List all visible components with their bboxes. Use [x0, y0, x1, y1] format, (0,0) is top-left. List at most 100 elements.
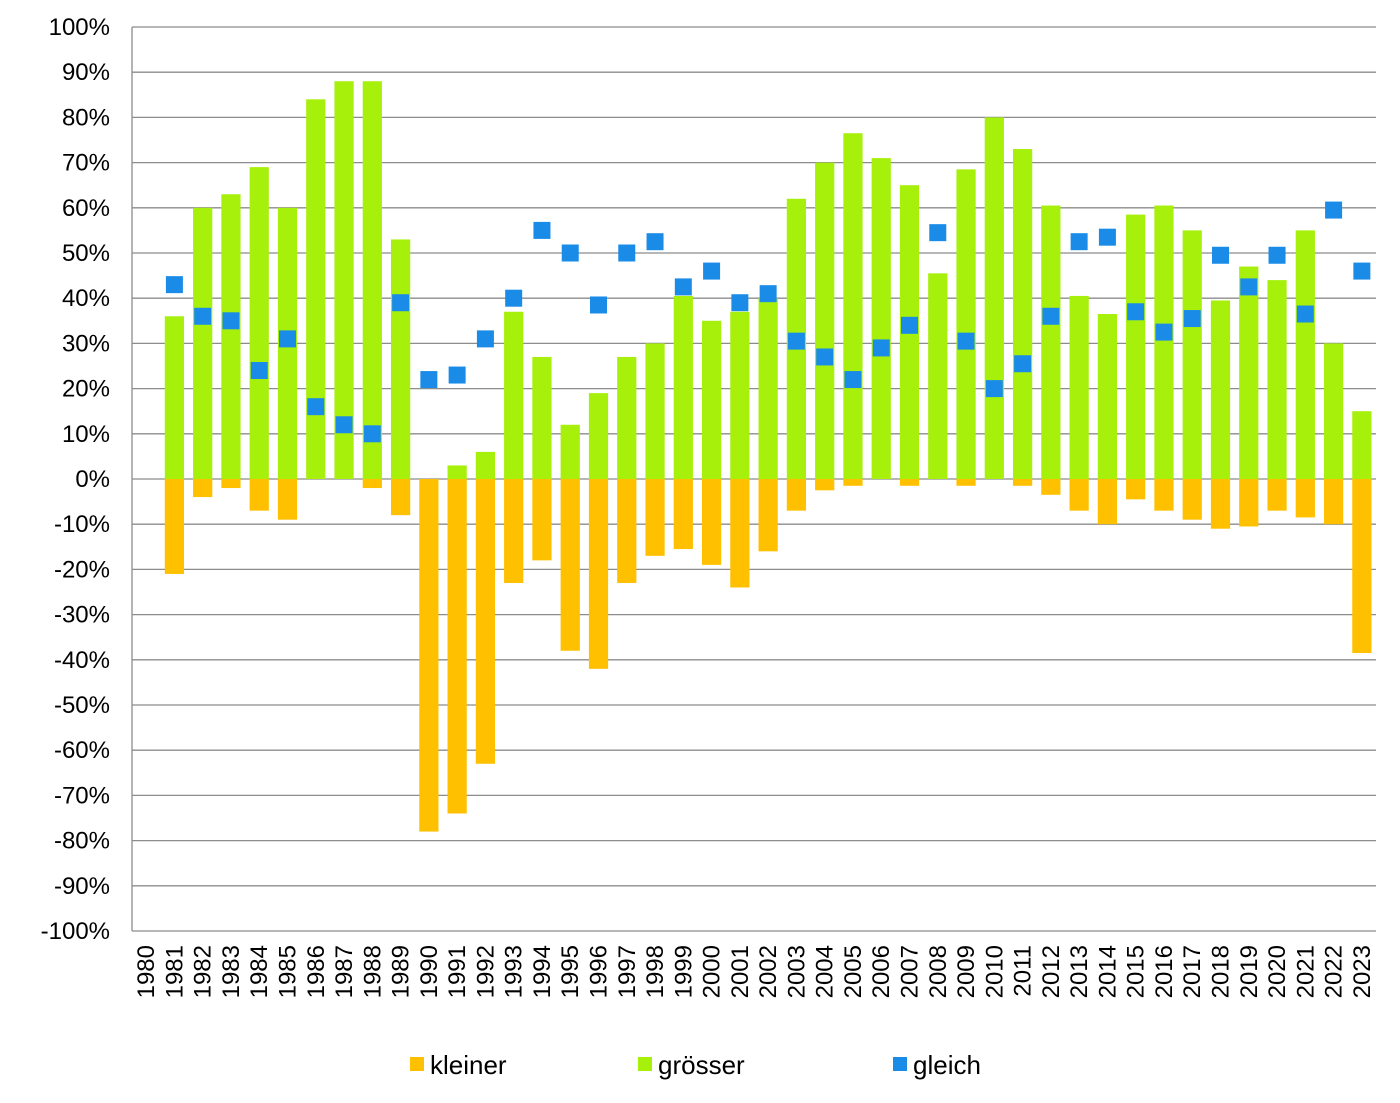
y-tick-label: 70%	[62, 150, 110, 177]
marker-gleich-2005	[844, 371, 862, 389]
bar-kleiner-2005	[843, 479, 863, 486]
x-tick-label: 2000	[699, 945, 726, 998]
legend: kleiner grösser gleich	[410, 1050, 981, 1080]
bar-grösser-2019	[1239, 266, 1259, 479]
bar-kleiner-2009	[956, 479, 976, 486]
marker-gleich-1995	[561, 244, 579, 262]
marker-gleich-2004	[816, 348, 834, 366]
x-tick-label: 1991	[444, 945, 471, 998]
bar-grösser-1993	[504, 311, 524, 479]
marker-gleich-2001	[731, 294, 749, 312]
marker-gleich-2013	[1070, 233, 1088, 251]
marker-gleich-1988	[363, 425, 381, 443]
bar-grösser-1981	[164, 316, 185, 479]
x-tick-label: 2001	[727, 945, 754, 998]
bar-grösser-1988	[362, 81, 382, 480]
bar-kleiner-2020	[1267, 479, 1287, 511]
bar-kleiner-2001	[730, 479, 750, 588]
marker-gleich-1990	[420, 371, 438, 389]
marker-gleich-1997	[618, 244, 636, 262]
bar-kleiner-2014	[1097, 479, 1118, 525]
bar-kleiner-1990	[419, 479, 439, 832]
x-tick-label: 2012	[1038, 945, 1065, 998]
marker-gleich-1986	[307, 398, 325, 416]
marker-gleich-2010	[985, 380, 1003, 398]
x-tick-label: 2016	[1151, 945, 1178, 998]
bar-kleiner-2018	[1210, 479, 1231, 529]
bar-kleiner-1992	[475, 479, 496, 764]
marker-gleich-2023	[1353, 262, 1371, 280]
x-tick-label: 1988	[359, 945, 386, 998]
x-tick-label: 1993	[501, 945, 528, 998]
bar-grösser-2021	[1295, 230, 1315, 479]
x-tick-label: 1997	[614, 945, 641, 998]
bar-grösser-2008	[928, 273, 948, 479]
bar-grösser-1983	[221, 194, 241, 480]
y-tick-labels: 100% 90% 80% 70% 60% 50% 40% 30% 20% 10% 0% -10% -20…	[41, 14, 110, 945]
bar-kleiner-1984	[249, 479, 269, 511]
bar-kleiner-1981	[164, 479, 185, 574]
y-tick-label: 10%	[62, 421, 110, 448]
bar-kleiner-1983	[221, 479, 241, 489]
marker-gleich-1993	[505, 289, 523, 307]
x-tick-label: 1998	[642, 945, 669, 998]
legend-label-kleiner: kleiner	[430, 1050, 507, 1080]
y-tick-label: -80%	[54, 828, 110, 855]
x-tick-label: 1981	[161, 945, 188, 998]
bar-grösser-2009	[956, 169, 976, 479]
bar-grösser-2012	[1041, 205, 1061, 480]
marker-gleich-2007	[901, 316, 918, 334]
bar-kleiner-2013	[1069, 479, 1089, 511]
x-tick-label: 1980	[133, 945, 160, 998]
y-tick-label: -60%	[54, 737, 110, 764]
x-tick-label: 2022	[1321, 945, 1348, 998]
bar-kleiner-1996	[588, 479, 609, 669]
bar-grösser-2010	[984, 117, 1004, 480]
x-tick-label: 2019	[1236, 945, 1263, 998]
bar-grösser-1991	[447, 465, 467, 479]
y-tick-label: 20%	[62, 376, 110, 403]
x-tick-label: 2017	[1179, 945, 1206, 998]
marker-gleich-2012	[1042, 307, 1060, 325]
y-tick-label: 90%	[62, 59, 110, 86]
bar-grösser-1999	[673, 295, 693, 479]
marker-gleich-2018	[1212, 246, 1229, 264]
x-tick-label: 2021	[1292, 945, 1319, 998]
marker-gleich-1991	[448, 366, 466, 384]
bar-grösser-1996	[588, 393, 609, 479]
x-tick-label: 2008	[925, 945, 952, 998]
marker-gleich-1999	[674, 278, 692, 296]
x-tick-label: 2006	[868, 945, 895, 998]
bar-kleiner-1982	[193, 479, 213, 498]
x-tick-label: 1985	[275, 945, 302, 998]
x-tick-label: 1987	[331, 945, 358, 998]
bar-kleiner-1993	[504, 479, 524, 583]
bar-grösser-1987	[334, 81, 354, 480]
bar-grösser-2022	[1323, 343, 1344, 479]
bar-grösser-2011	[1012, 149, 1033, 480]
bar-kleiner-2019	[1239, 479, 1259, 527]
bar-grösser-1989	[390, 239, 411, 479]
x-tick-label: 2007	[897, 945, 924, 998]
marker-gleich-2020	[1268, 246, 1286, 264]
marker-gleich-2008	[929, 224, 947, 242]
marker-gleich-2011	[1014, 355, 1032, 373]
marker-gleich-2009	[957, 332, 975, 350]
x-tick-label: 2014	[1094, 945, 1121, 998]
bar-kleiner-2021	[1295, 479, 1315, 518]
bar-grösser-2015	[1126, 214, 1146, 479]
bar-kleiner-1989	[390, 479, 411, 516]
bar-kleiner-2007	[899, 479, 920, 486]
marker-gleich-1996	[590, 296, 607, 314]
legend-label-grösser: grösser	[658, 1050, 745, 1080]
legend-swatch-gleich	[893, 1057, 907, 1071]
bar-kleiner-2022	[1323, 479, 1344, 525]
marker-gleich-2006	[872, 339, 890, 357]
marker-gleich-2003	[787, 332, 805, 350]
marker-gleich-1992	[476, 330, 494, 348]
legend-swatch-kleiner	[410, 1057, 424, 1071]
x-tick-label: 2009	[953, 945, 980, 998]
marker-gleich-2014	[1098, 228, 1116, 246]
y-tick-label: 0%	[75, 466, 110, 493]
